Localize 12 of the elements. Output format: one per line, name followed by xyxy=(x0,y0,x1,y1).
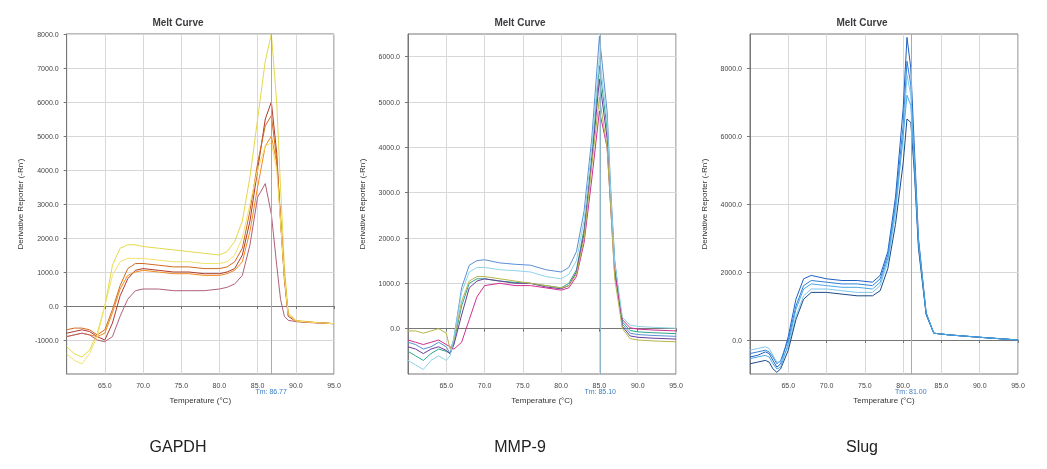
text: MMP-9 xyxy=(494,437,546,455)
chart-title: Melt Curve xyxy=(152,16,204,28)
x-axis-title: Temperature (°C) xyxy=(511,395,574,405)
y-axis-title: Derivative Reporter (-Rn') xyxy=(15,158,25,250)
text: Slug xyxy=(845,437,879,455)
chart-title: Melt Curve xyxy=(836,16,888,28)
x-axis-title: Temperature (°C) xyxy=(853,395,916,405)
x-axis-title: Temperature (°C) xyxy=(169,395,232,405)
chart-title: Melt Curve xyxy=(494,16,546,28)
y-axis-title: Derivative Reporter (-Rn') xyxy=(699,158,709,250)
text: GAPDH xyxy=(149,437,207,455)
y-axis-title: Derivative Reporter (-Rn') xyxy=(357,158,367,250)
